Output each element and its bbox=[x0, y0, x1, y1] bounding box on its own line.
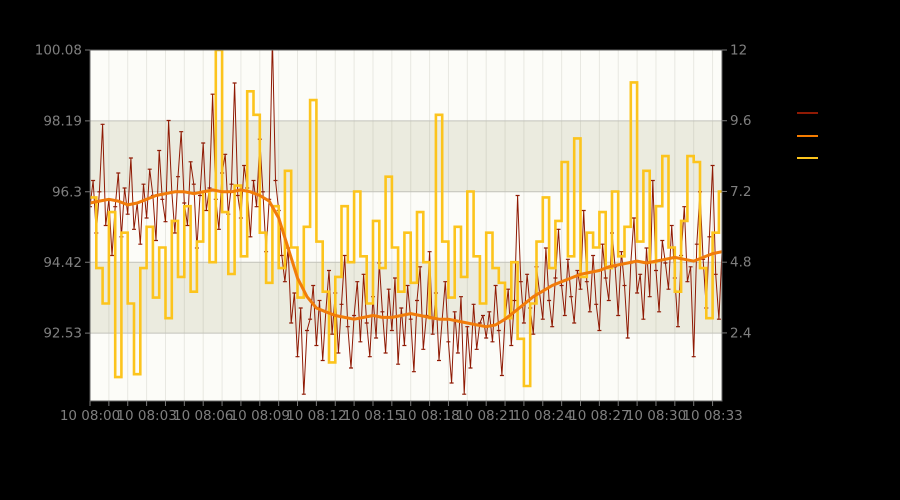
plot-band bbox=[90, 50, 722, 121]
x-axis-label: 10 08:00 bbox=[60, 408, 120, 424]
left-axis-label: 96.3 bbox=[52, 184, 82, 200]
right-axis-label: 9.6 bbox=[730, 113, 751, 129]
left-axis-label: 98.19 bbox=[43, 113, 82, 129]
series-group bbox=[90, 50, 722, 395]
x-axis-label: 10 08:06 bbox=[173, 408, 233, 424]
x-axis-label: 10 08:24 bbox=[513, 408, 573, 424]
left-axis-label: 100.08 bbox=[35, 43, 82, 59]
x-axis-label: 10 08:15 bbox=[343, 408, 403, 424]
plot-band bbox=[90, 333, 722, 401]
x-axis-label: 10 08:18 bbox=[399, 408, 459, 424]
left-axis-label: 94.42 bbox=[43, 255, 82, 271]
plot-border bbox=[89, 49, 723, 402]
series-steps-line bbox=[90, 50, 722, 388]
plot-band bbox=[90, 191, 722, 263]
right-axis-label: 7.2 bbox=[730, 184, 751, 200]
right-axis-label: 2.4 bbox=[730, 325, 751, 341]
right-axis-label: 12 bbox=[730, 43, 747, 59]
right-axis-label: 4.8 bbox=[730, 255, 751, 271]
x-axis-label: 10 08:33 bbox=[682, 408, 742, 424]
left-axis-label: 92.53 bbox=[43, 326, 82, 342]
x-axis-label: 10 08:12 bbox=[286, 408, 346, 424]
x-axis-label: 10 08:27 bbox=[569, 408, 629, 424]
x-axis-label: 10 08:09 bbox=[230, 408, 290, 424]
x-axis-label: 10 08:21 bbox=[456, 408, 516, 424]
series-average-line bbox=[90, 188, 722, 329]
x-axis-label: 10 08:03 bbox=[116, 408, 176, 424]
x-axis-label: 10 08:30 bbox=[626, 408, 686, 424]
plot-band bbox=[90, 120, 722, 192]
